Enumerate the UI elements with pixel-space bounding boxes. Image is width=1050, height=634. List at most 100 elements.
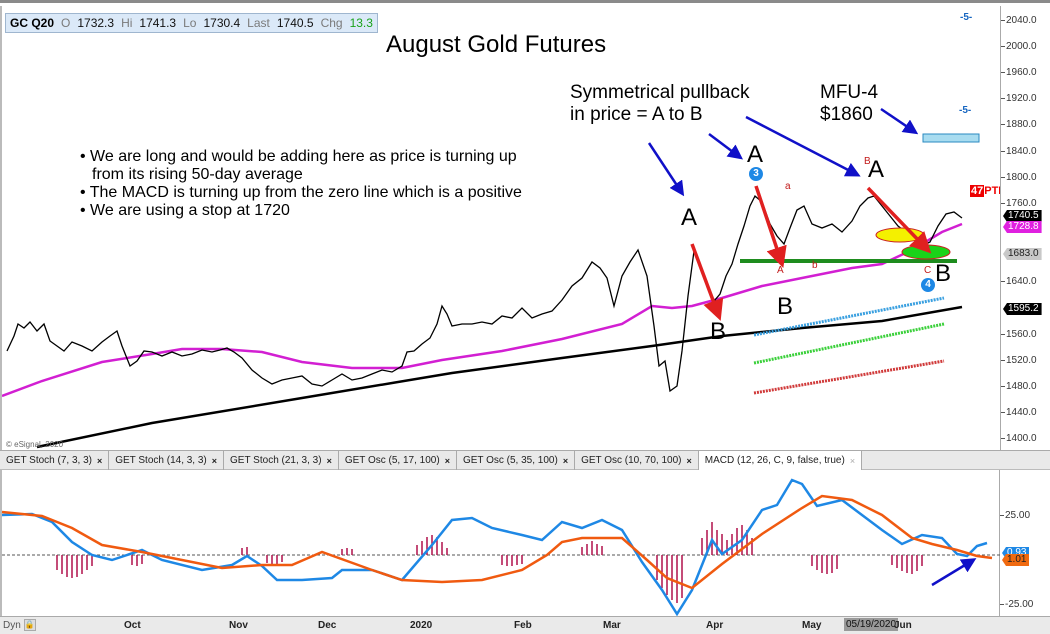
price-axis[interactable]: 2040.0 2000.0 1960.0 1920.0 1880.0 1840.…: [1000, 6, 1050, 450]
green-ellipse: [901, 244, 951, 260]
x-label-oct: Oct: [124, 620, 141, 631]
wave-5-label-top: -5-: [960, 12, 973, 23]
ma200-price-flag: 1595.2: [1003, 303, 1042, 315]
tab-label: GET Stoch (14, 3, 3): [115, 455, 207, 466]
close-icon[interactable]: ×: [444, 455, 450, 466]
macd-axis[interactable]: 25.00 -25.00 0.93 1.01: [1000, 470, 1050, 616]
dyn-control[interactable]: Dyn 🔒: [3, 619, 36, 631]
x-label-dec: Dec: [318, 620, 337, 631]
high-value: 1741.3: [139, 16, 177, 30]
wave-5-label: -5-: [959, 105, 972, 116]
mfu-line-1: MFU-4: [820, 82, 879, 103]
label-A-1: A: [681, 204, 698, 231]
price-tick: 1560.0: [1001, 329, 1037, 340]
tab-stoch-14[interactable]: GET Stoch (14, 3, 3) ×: [109, 451, 225, 470]
price-tick: 1960.0: [1001, 67, 1037, 78]
wave-a-label: a: [785, 181, 791, 192]
last-value: 1740.5: [276, 16, 314, 30]
price-chart-svg: [2, 107, 980, 449]
price-tick: 1520.0: [1001, 355, 1037, 366]
close-icon[interactable]: ×: [211, 455, 218, 466]
tab-label: GET Stoch (7, 3, 3): [6, 455, 92, 466]
price-tick: 1640.0: [1001, 276, 1037, 287]
price-pane[interactable]: GC Q20 O 1732.3 Hi 1741.3 Lo 1730.4 Last…: [0, 6, 1001, 450]
lock-icon[interactable]: 🔒: [23, 619, 36, 631]
support-price-flag: 1683.0: [1003, 248, 1042, 260]
open-label: O: [61, 16, 71, 30]
close-icon[interactable]: ×: [686, 455, 692, 466]
commentary-bullets: • We are long and would be adding here a…: [80, 148, 522, 220]
bullet-3: • We are using a stop at 1720: [80, 202, 290, 219]
price-tick: 1880.0: [1001, 119, 1037, 130]
signal-value-flag: 1.01: [1002, 554, 1030, 566]
price-tick: 2000.0: [1001, 41, 1037, 52]
pullback-line-2: in price = A to B: [570, 104, 703, 125]
red-arrow-1: [690, 243, 724, 321]
bullet-2: • The MACD is turning up from the zero l…: [80, 184, 522, 201]
x-label-may: May: [802, 620, 822, 631]
price-bars: [6, 194, 963, 393]
x-label-2020: 2020: [410, 620, 433, 631]
wave-c-label: C: [924, 265, 932, 276]
pullback-annotation: Symmetrical pullback in price = A to B: [570, 82, 750, 126]
blue-arrow-4: [880, 107, 919, 135]
ma200-line: [36, 305, 963, 449]
price-tick: 1920.0: [1001, 93, 1037, 104]
last-label: Last: [247, 16, 270, 30]
price-tick: 1840.0: [1001, 146, 1037, 157]
close-icon[interactable]: ×: [326, 455, 332, 466]
price-tick: 1400.0: [1001, 433, 1037, 444]
tab-label: MACD (12, 26, C, 9, false, true): [704, 455, 845, 466]
macd-line: [2, 478, 988, 616]
price-tick: 1760.0: [1001, 198, 1037, 209]
pullback-line-1: Symmetrical pullback: [570, 82, 750, 103]
blue-arrow-1: [647, 142, 685, 197]
label-B-3: B: [935, 260, 952, 287]
wave-b-label: b: [812, 260, 818, 271]
tab-macd[interactable]: MACD (12, 26, C, 9, false, true) ×: [698, 451, 863, 470]
quote-bar: GC Q20 O 1732.3 Hi 1741.3 Lo 1730.4 Last…: [5, 13, 378, 33]
mfu-line-2: $1860: [820, 104, 873, 125]
macd-blue-arrow: [931, 558, 977, 587]
tab-stoch-21[interactable]: GET Stoch (21, 3, 3) ×: [224, 451, 339, 470]
tab-label: GET Osc (5, 17, 100): [344, 455, 440, 466]
tab-osc-5-35[interactable]: GET Osc (5, 35, 100) ×: [457, 451, 576, 470]
x-label-nov: Nov: [229, 620, 248, 631]
blue-arrow-2: [708, 133, 743, 160]
red-arrow-3: [866, 186, 932, 254]
macd-chart-svg: [2, 478, 1002, 616]
tab-osc-10-70[interactable]: GET Osc (10, 70, 100) ×: [575, 451, 699, 470]
last-price-flag: 1740.5: [1003, 210, 1042, 222]
pti-indicator: 47PTI: [970, 185, 1001, 197]
indicator-tabs: GET Stoch (7, 3, 3) × GET Stoch (14, 3, 3…: [0, 450, 1050, 470]
label-A-2: A: [747, 141, 764, 168]
projection-green: [753, 322, 945, 365]
low-label: Lo: [183, 16, 197, 30]
bullet-1: • We are long and would be adding here a…: [80, 148, 517, 165]
chg-label: Chg: [320, 16, 343, 30]
mfu-annotation: MFU-4 $1860: [820, 82, 878, 126]
price-tick: 1440.0: [1001, 407, 1037, 418]
time-axis[interactable]: Dyn 🔒 Oct Nov Dec 2020 Feb Mar Apr May 0…: [0, 616, 1050, 634]
pti-label: PTI: [984, 185, 1002, 197]
x-label-apr: Apr: [706, 620, 724, 631]
tab-label: GET Osc (5, 35, 100): [462, 455, 558, 466]
wave-A-small-label: A: [777, 265, 784, 276]
blue-arrow-3: [745, 115, 861, 177]
price-tick: 2040.0: [1001, 15, 1037, 26]
x-label-feb: Feb: [514, 620, 532, 631]
tab-osc-5-17[interactable]: GET Osc (5, 17, 100) ×: [339, 451, 457, 470]
signal-line: [2, 494, 993, 590]
close-icon[interactable]: ×: [96, 455, 103, 466]
macd-pane[interactable]: [0, 470, 1002, 616]
close-icon[interactable]: ×: [849, 455, 856, 466]
close-icon[interactable]: ×: [562, 455, 569, 466]
label-B-2: B: [777, 293, 794, 320]
x-label-mar: Mar: [603, 620, 621, 631]
label-A-3: A: [868, 156, 885, 183]
symbol: GC Q20: [10, 16, 55, 30]
tab-stoch-7[interactable]: GET Stoch (7, 3, 3) ×: [0, 451, 110, 470]
wave-4-badge: 4: [921, 278, 935, 292]
bullet-1-cont: from its rising 50-day average: [92, 166, 303, 183]
